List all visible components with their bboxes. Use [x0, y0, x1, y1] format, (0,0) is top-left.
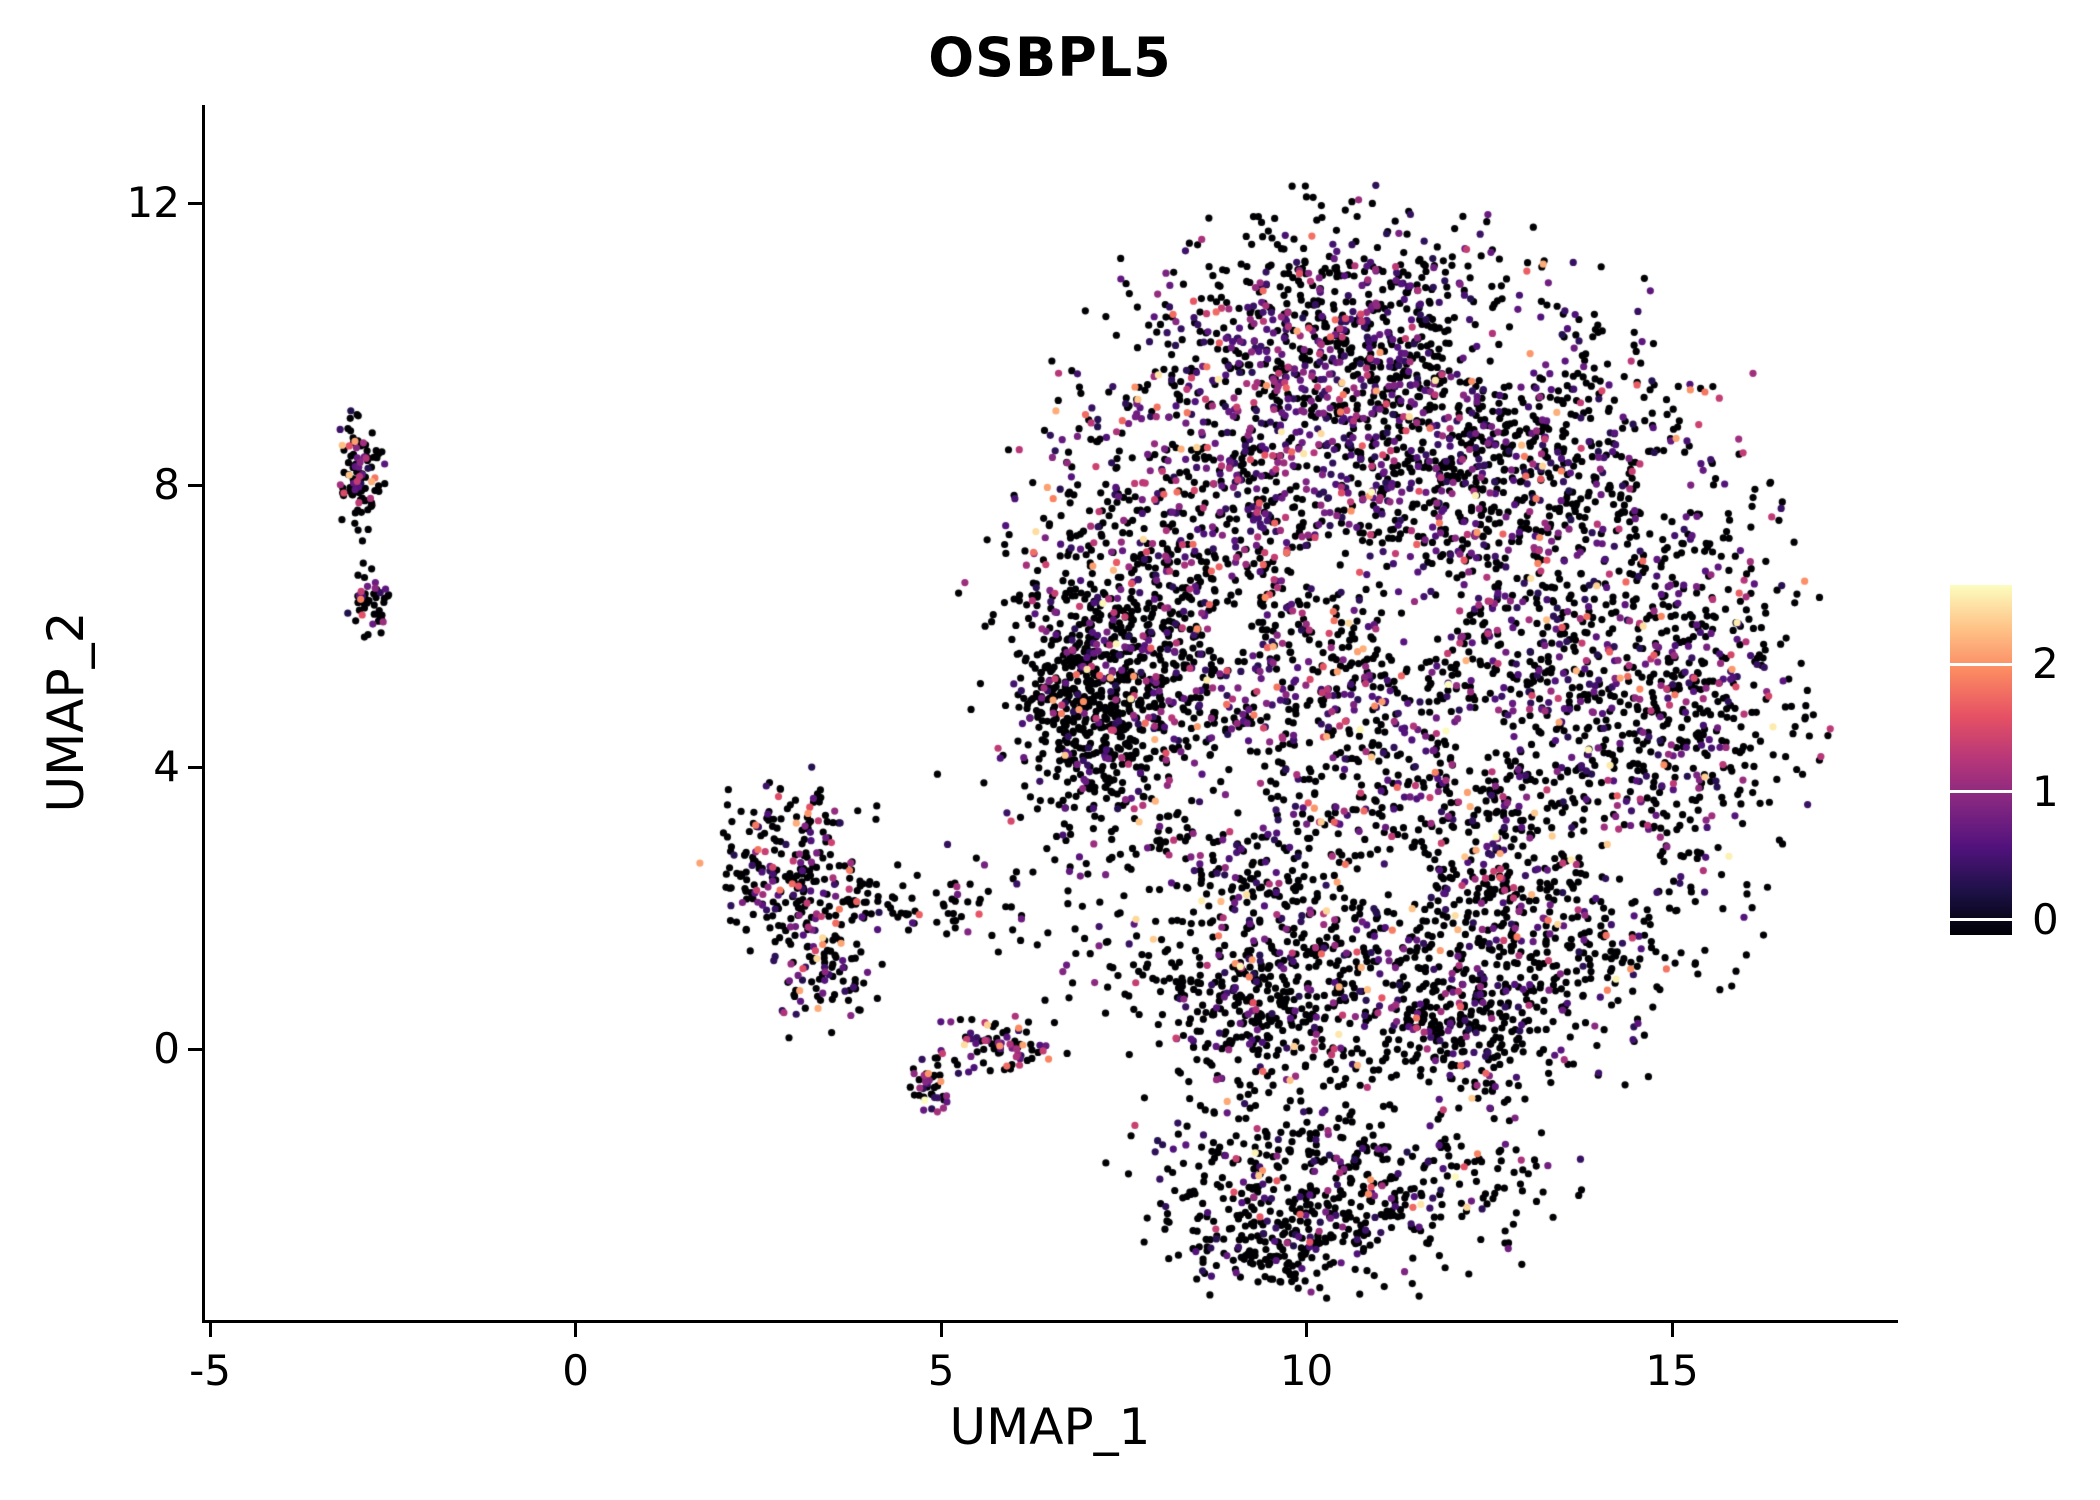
- colorbar-tick-mark: [1950, 662, 2012, 666]
- y-tick-mark: [188, 765, 202, 769]
- y-tick-mark: [188, 483, 202, 487]
- x-tick-label: -5: [189, 1346, 232, 1395]
- plot-title: OSBPL5: [928, 26, 1172, 89]
- y-axis-line: [202, 105, 205, 1323]
- scatter-points-canvas: [205, 105, 1895, 1320]
- y-tick-label: 8: [153, 460, 180, 510]
- y-tick-label: 12: [126, 178, 180, 228]
- colorbar-tick-label: 1: [2032, 766, 2059, 816]
- colorbar-tick-mark: [1950, 790, 2012, 794]
- colorbar-tick-label: 0: [2032, 894, 2059, 944]
- x-tick-mark: [208, 1323, 212, 1337]
- y-axis-title: UMAP_2: [37, 611, 95, 813]
- colorbar-tick-label: 2: [2032, 639, 2059, 689]
- plot-panel: [205, 105, 1895, 1320]
- x-axis-title: UMAP_1: [949, 1398, 1151, 1456]
- y-tick-mark: [188, 1047, 202, 1051]
- x-tick-label: 0: [562, 1346, 589, 1395]
- colorbar-tick-mark: [1950, 918, 2012, 922]
- x-tick-mark: [1305, 1323, 1309, 1337]
- x-tick-mark: [939, 1323, 943, 1337]
- y-tick-mark: [188, 201, 202, 205]
- x-axis-line: [202, 1320, 1898, 1323]
- x-tick-label: 10: [1279, 1346, 1334, 1395]
- x-tick-label: 15: [1645, 1346, 1699, 1395]
- x-tick-mark: [574, 1323, 578, 1337]
- x-tick-label: 5: [927, 1346, 955, 1395]
- x-tick-mark: [1670, 1323, 1674, 1337]
- colorbar-gradient: [1950, 585, 2012, 935]
- y-tick-label: 0: [153, 1024, 180, 1074]
- y-tick-label: 4: [153, 742, 180, 792]
